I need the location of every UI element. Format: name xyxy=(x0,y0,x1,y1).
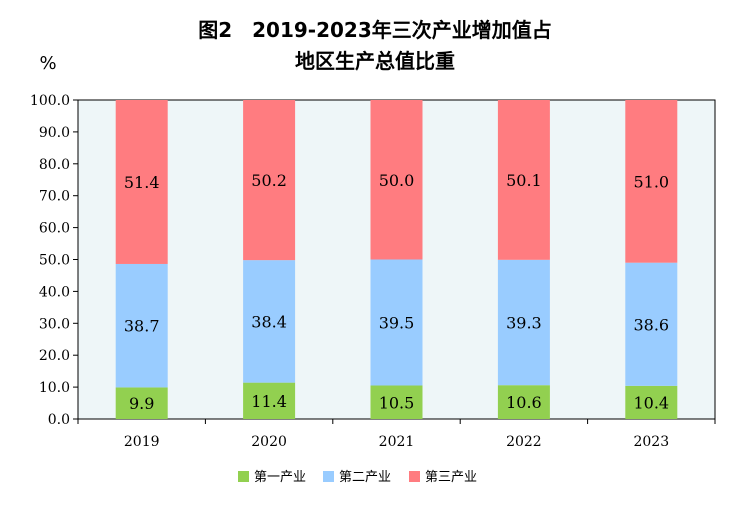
data-label-2020-series-1: 11.4 xyxy=(251,392,287,411)
bar-2021-series-1 xyxy=(370,385,423,419)
bar-2020-series-2 xyxy=(243,260,296,383)
data-label-2021-series-1: 10.5 xyxy=(379,393,415,412)
y-tick-label: 0.0 xyxy=(48,412,70,428)
bar-2023-series-3 xyxy=(625,100,678,263)
bars-layer xyxy=(115,100,678,419)
bar-2020-series-3 xyxy=(243,100,296,261)
data-label-2023-series-1: 10.4 xyxy=(633,393,669,412)
data-label-2019-series-1: 9.9 xyxy=(129,394,154,413)
y-tick-label: 90.0 xyxy=(39,125,70,141)
legend-swatch-series-1 xyxy=(238,471,249,482)
legend-swatch-series-2 xyxy=(323,471,334,482)
bar-2019-series-3 xyxy=(115,100,168,264)
legend-label-series-2: 第二产业 xyxy=(339,470,391,485)
legend-label-series-3: 第三产业 xyxy=(425,470,477,485)
legend: 第一产业 第二产业 第三产业 xyxy=(238,470,477,485)
bar-2021-series-2 xyxy=(370,259,423,386)
bar-2021-series-3 xyxy=(370,100,423,260)
bar-2019-series-2 xyxy=(115,263,168,388)
chart-title-line-1: 图2 2019-2023年三次产业增加值占 xyxy=(198,18,552,42)
y-axis-unit: % xyxy=(39,53,56,74)
axes-layer: 0.0 10.0 20.0 30.0 40.0 50.0 60.0 70.0 80.0 90.0 1… xyxy=(30,93,716,450)
data-label-2023-series-3: 51.0 xyxy=(633,172,669,191)
legend-label-series-1: 第一产业 xyxy=(254,470,306,485)
x-tick-label-2021: 2021 xyxy=(379,434,415,450)
y-tick-label: 70.0 xyxy=(39,189,70,205)
data-labels-layer: 9.9 38.7 51.4 11.4 38.4 50.2 10.5 39.5 50.0 10.6 3… xyxy=(124,171,669,413)
y-tick-label: 50.0 xyxy=(39,253,70,269)
y-tick-label: 30.0 xyxy=(39,316,70,332)
data-label-2023-series-2: 38.6 xyxy=(633,315,669,334)
bar-2022-series-2 xyxy=(497,259,550,386)
x-tick-label-2019: 2019 xyxy=(124,434,160,450)
y-tick-label: 10.0 xyxy=(39,380,70,396)
data-label-2019-series-3: 51.4 xyxy=(124,173,160,192)
data-label-2022-series-3: 50.1 xyxy=(506,171,542,190)
bar-2023-series-2 xyxy=(625,262,678,386)
bar-2022-series-1 xyxy=(497,385,550,419)
bar-2023-series-1 xyxy=(625,385,678,419)
data-label-2021-series-2: 39.5 xyxy=(379,314,415,333)
data-label-2022-series-2: 39.3 xyxy=(506,314,542,333)
y-tick-label: 20.0 xyxy=(39,348,70,364)
data-label-2020-series-2: 38.4 xyxy=(251,312,287,331)
data-label-2019-series-2: 38.7 xyxy=(124,317,160,336)
x-tick-label-2020: 2020 xyxy=(251,434,287,450)
bar-2022-series-3 xyxy=(497,100,550,260)
y-tick-label: 60.0 xyxy=(39,221,70,237)
x-tick-label-2023: 2023 xyxy=(633,434,669,450)
y-tick-label: 80.0 xyxy=(39,157,70,173)
data-label-2022-series-1: 10.6 xyxy=(506,393,542,412)
data-label-2020-series-3: 50.2 xyxy=(251,171,287,190)
y-tick-label: 40.0 xyxy=(39,284,70,300)
legend-swatch-series-3 xyxy=(409,471,420,482)
y-tick-label: 100.0 xyxy=(30,93,70,109)
x-tick-label-2022: 2022 xyxy=(506,434,542,450)
data-label-2021-series-3: 50.0 xyxy=(379,171,415,190)
bar-2020-series-1 xyxy=(243,382,296,419)
bar-2019-series-1 xyxy=(115,387,168,419)
chart-title-line-2: 地区生产总值比重 xyxy=(295,49,455,73)
